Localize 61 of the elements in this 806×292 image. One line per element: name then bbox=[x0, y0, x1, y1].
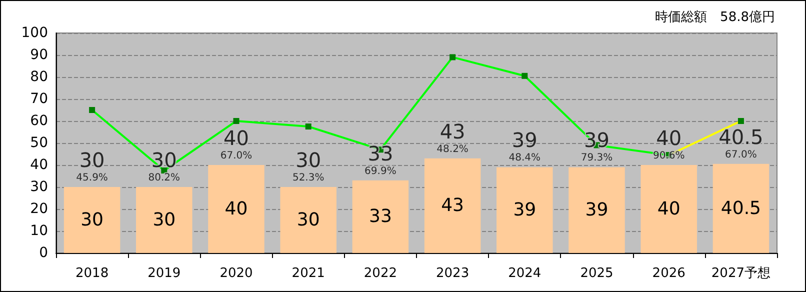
annotation: 40.5 bbox=[718, 124, 764, 149]
bar bbox=[136, 187, 192, 253]
annotation: 40 bbox=[656, 126, 682, 150]
x-tick-label: 2027予想 bbox=[711, 266, 770, 281]
x-tick-label: 2024 bbox=[508, 266, 542, 281]
bar bbox=[712, 164, 770, 253]
bar bbox=[352, 180, 409, 253]
annotation: 40 bbox=[224, 126, 249, 150]
data-label: 33 bbox=[368, 206, 392, 228]
annotation: 67.0% bbox=[725, 149, 757, 160]
x-tick-label: 2018 bbox=[76, 266, 109, 281]
data-label: 40 bbox=[657, 198, 680, 220]
data-label: 43 bbox=[441, 195, 464, 216]
annotation: 45.9% bbox=[76, 172, 108, 184]
y-tick-label: 80 bbox=[30, 69, 48, 85]
annotation: 30 bbox=[79, 148, 105, 172]
y-tick-label: 60 bbox=[30, 113, 48, 129]
annotation: 80.2% bbox=[148, 172, 180, 184]
y-tick-label: 20 bbox=[30, 201, 48, 217]
x-tick-label: 2019 bbox=[148, 266, 181, 281]
bar bbox=[568, 167, 625, 253]
y-tick-label: 30 bbox=[30, 179, 48, 195]
annotation: 79.3% bbox=[580, 152, 613, 164]
y-tick-label: 90 bbox=[30, 47, 48, 63]
y-tick-label: 40 bbox=[30, 157, 48, 173]
y-tick-label: 70 bbox=[30, 91, 48, 107]
annotation: 90.6% bbox=[652, 150, 685, 162]
annotation: 48.4% bbox=[508, 152, 541, 164]
bar bbox=[64, 187, 120, 253]
y-tick-label: 50 bbox=[30, 135, 48, 151]
annotation: 67.0% bbox=[220, 150, 252, 162]
annotation: 69.9% bbox=[364, 166, 396, 177]
x-tick-label: 2020 bbox=[220, 266, 253, 281]
annotation: 48.2% bbox=[436, 144, 468, 155]
x-tick-label: 2025 bbox=[580, 266, 614, 281]
data-label: 30 bbox=[152, 210, 176, 230]
x-tick-label: 2023 bbox=[436, 266, 470, 281]
x-tick-label: 2026 bbox=[652, 266, 686, 281]
bar bbox=[640, 165, 697, 253]
annotation: 30 bbox=[151, 148, 177, 172]
annotation: 30 bbox=[296, 148, 322, 172]
bar bbox=[280, 187, 336, 253]
x-tick-label: 2022 bbox=[364, 266, 397, 281]
bar bbox=[424, 158, 481, 253]
annotation: 52.3% bbox=[292, 172, 324, 184]
bar bbox=[208, 165, 264, 253]
text: 時価総額 58.8億円 bbox=[655, 10, 776, 25]
data-label: 30 bbox=[80, 210, 104, 230]
data-label: 40 bbox=[224, 198, 248, 220]
data-label: 40.5 bbox=[720, 198, 761, 219]
annotation: 33 bbox=[368, 141, 394, 166]
annotation: 43 bbox=[440, 119, 466, 144]
y-tick-label: 0 bbox=[39, 245, 48, 261]
data-label: 39 bbox=[585, 200, 608, 221]
bar bbox=[496, 167, 553, 253]
x-tick-label: 2021 bbox=[292, 266, 325, 281]
data-label: 39 bbox=[513, 200, 536, 221]
y-tick-label: 100 bbox=[21, 25, 48, 41]
y-tick-label: 10 bbox=[30, 223, 48, 239]
data-label: 30 bbox=[296, 210, 320, 230]
annotation: 39 bbox=[512, 128, 538, 152]
